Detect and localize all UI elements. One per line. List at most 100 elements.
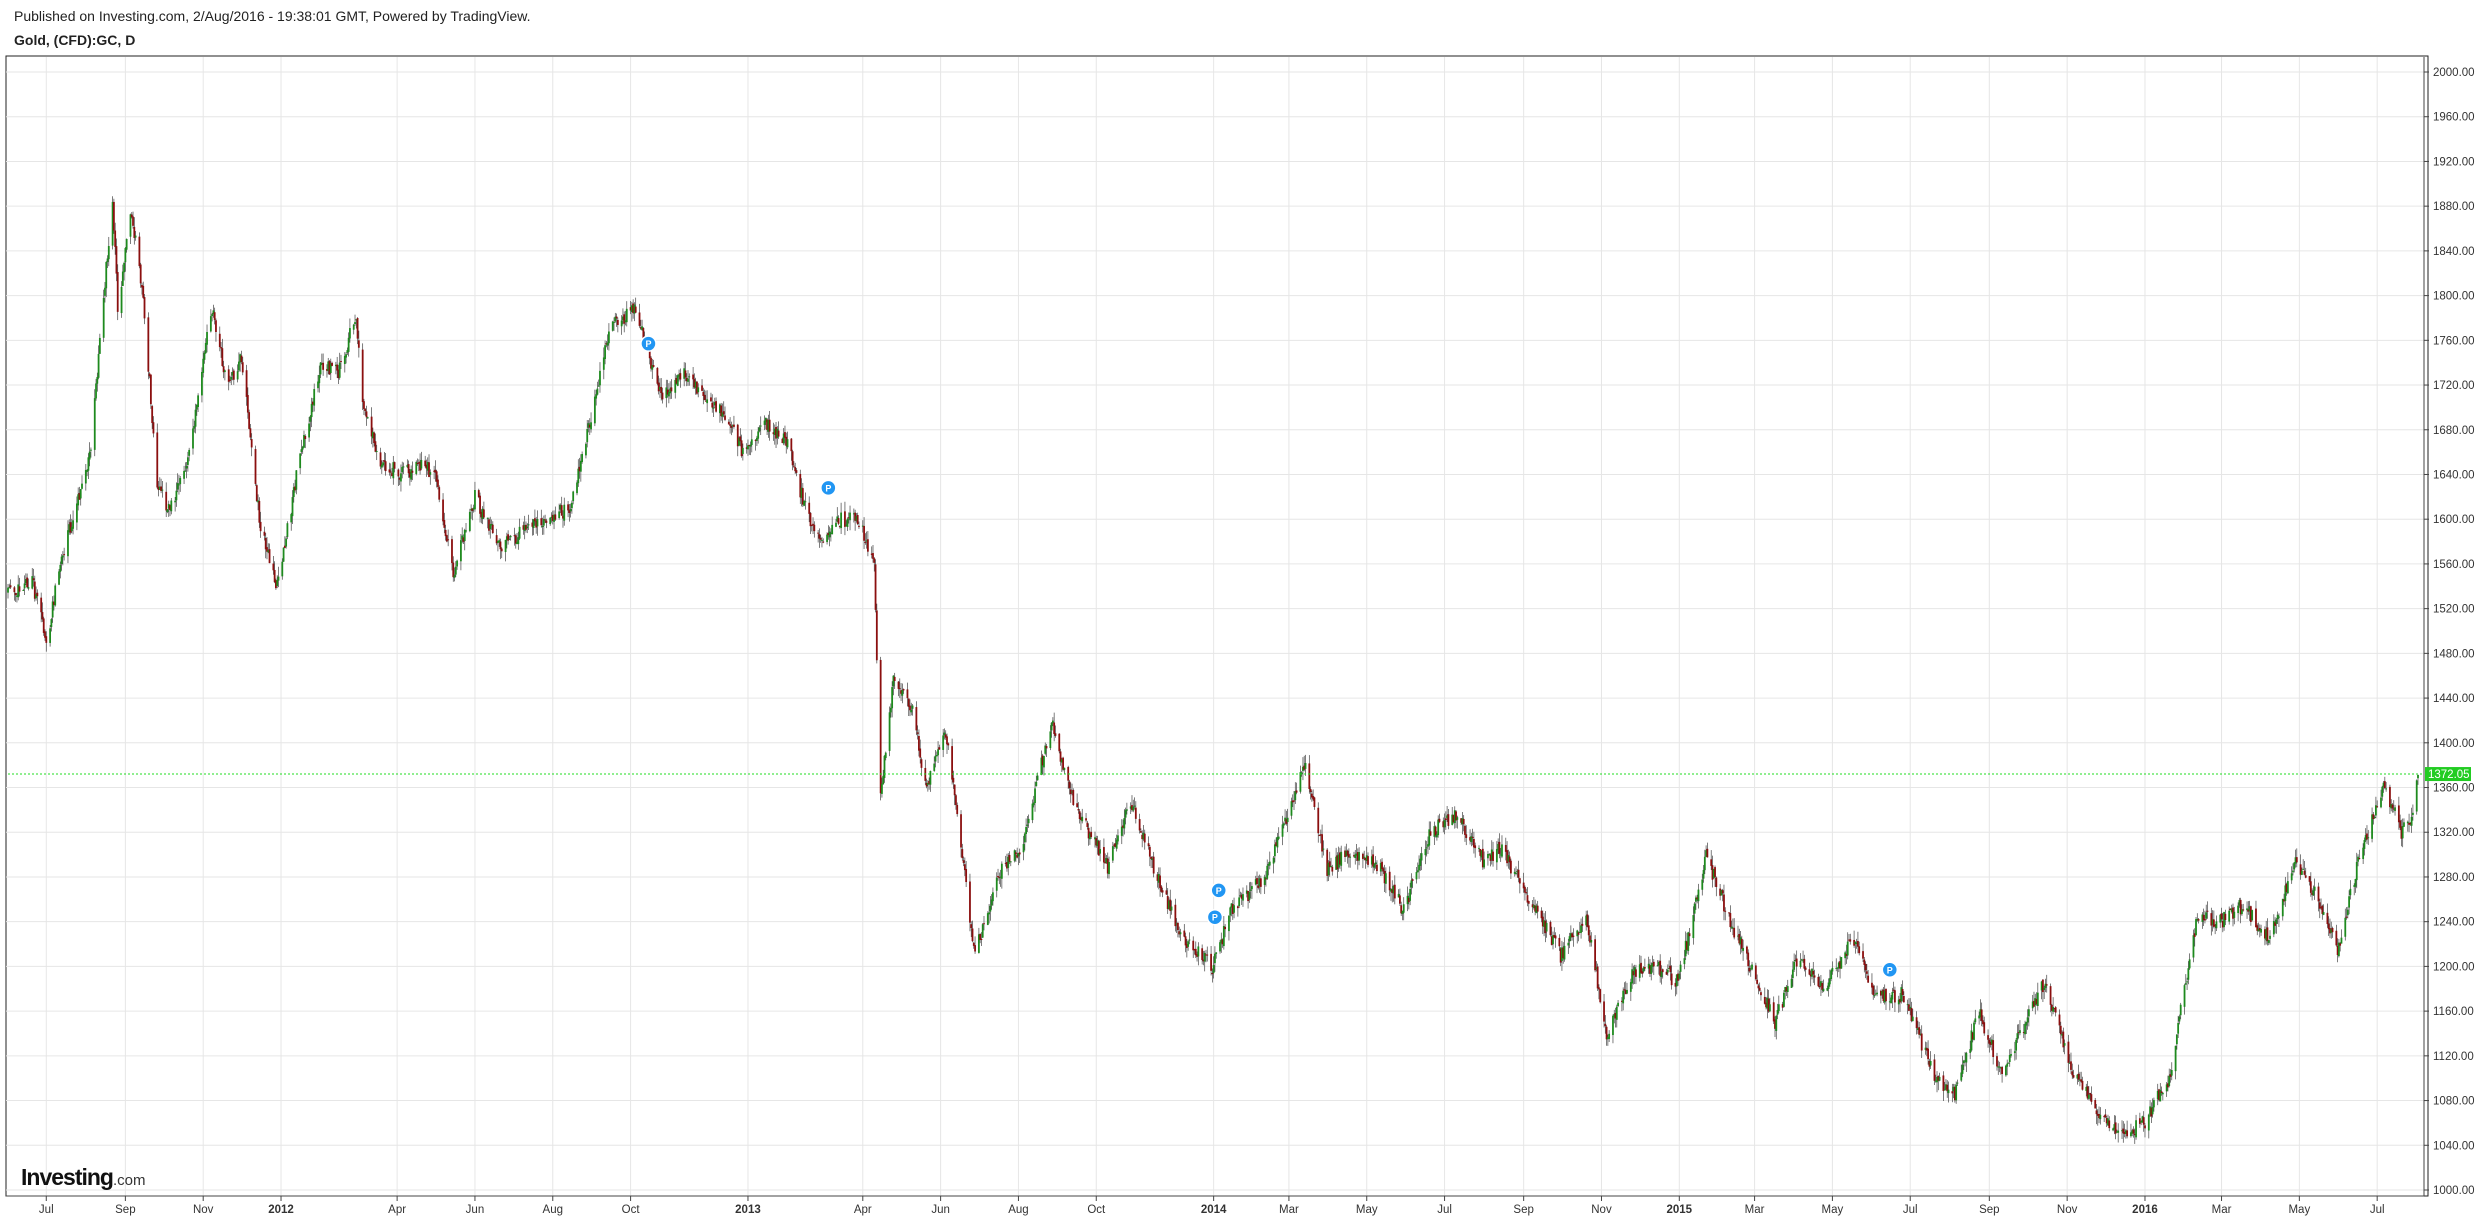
candle-body xyxy=(454,566,457,575)
candle xyxy=(593,389,596,427)
candle-body xyxy=(666,389,669,395)
candle xyxy=(2221,912,2224,933)
candle xyxy=(1795,950,1798,977)
candle xyxy=(354,314,356,326)
candle-body xyxy=(2212,919,2215,927)
candle xyxy=(161,480,164,498)
candle xyxy=(1286,808,1289,833)
candle-body xyxy=(1138,819,1141,831)
candle-body xyxy=(1090,831,1093,838)
candle-body xyxy=(1464,825,1466,835)
candle-body xyxy=(1322,848,1325,850)
candle-body xyxy=(213,312,216,320)
candle-body xyxy=(1165,890,1168,895)
candle-body xyxy=(1586,914,1589,927)
candle xyxy=(257,494,259,511)
candle xyxy=(844,501,846,536)
x-tick-label: Nov xyxy=(2057,1204,2078,1216)
candle xyxy=(236,364,239,383)
candle-body xyxy=(1694,897,1697,902)
candle xyxy=(2294,849,2297,868)
candle xyxy=(295,470,298,495)
candle-body xyxy=(854,512,857,521)
candle xyxy=(1499,847,1502,862)
candle-body xyxy=(2071,1071,2074,1076)
candle xyxy=(170,498,173,515)
candle-body xyxy=(2070,1061,2072,1070)
candle-body xyxy=(1085,818,1087,821)
candle-body xyxy=(2248,906,2251,912)
candle xyxy=(898,678,901,698)
candle xyxy=(258,497,261,528)
candle-body xyxy=(2067,1041,2070,1063)
candle-body xyxy=(1527,901,1530,904)
candle xyxy=(141,282,143,295)
candle xyxy=(701,379,703,392)
candle-body xyxy=(1666,969,1669,973)
candle-body xyxy=(883,755,886,779)
candle-body xyxy=(2381,786,2384,797)
candle xyxy=(317,374,319,393)
candle-body xyxy=(1106,858,1109,874)
candle xyxy=(1170,900,1173,915)
candle xyxy=(928,777,931,790)
candle xyxy=(1974,1009,1977,1025)
candle-body xyxy=(2141,1116,2144,1123)
candle-body xyxy=(981,924,984,938)
candle-body xyxy=(1703,856,1706,871)
candle-body xyxy=(2195,919,2197,936)
candle xyxy=(68,519,71,535)
candle-body xyxy=(1456,817,1459,820)
candle xyxy=(1443,813,1446,835)
candle xyxy=(2063,1039,2066,1055)
candle xyxy=(1758,982,1761,992)
candle xyxy=(495,528,498,546)
candle xyxy=(1258,874,1261,893)
candle xyxy=(1677,969,1679,986)
candle xyxy=(1666,964,1669,976)
candle xyxy=(2385,782,2388,792)
candle xyxy=(1185,938,1188,958)
candle-body xyxy=(1982,1020,1984,1025)
candle-body xyxy=(1266,865,1269,879)
candle xyxy=(1035,775,1038,787)
candle xyxy=(711,394,714,413)
candle xyxy=(794,462,797,475)
candle xyxy=(1987,1029,1989,1048)
candle xyxy=(445,534,448,543)
candle-body xyxy=(1211,972,1214,975)
candle-body xyxy=(229,379,231,382)
candle-body xyxy=(1540,910,1543,919)
candle xyxy=(831,516,834,535)
candle xyxy=(370,407,373,445)
candle xyxy=(666,379,669,398)
candle xyxy=(1295,782,1298,795)
candle-body xyxy=(444,529,447,537)
candle xyxy=(410,465,413,482)
candle-body xyxy=(2266,927,2269,942)
candle xyxy=(1231,899,1234,920)
candle-body xyxy=(1114,843,1117,847)
candle xyxy=(106,255,109,268)
candle-body xyxy=(826,534,828,543)
candle xyxy=(178,475,180,495)
candle-body xyxy=(2008,1055,2011,1063)
candle-body xyxy=(1370,856,1373,865)
candle-body xyxy=(1400,905,1403,914)
candle-body xyxy=(2258,927,2261,931)
candle-body xyxy=(300,449,303,452)
candle xyxy=(1701,873,1704,896)
candle-body xyxy=(1499,854,1502,856)
candle xyxy=(706,390,709,413)
candle xyxy=(657,375,660,395)
candle xyxy=(1447,808,1450,830)
candle-body xyxy=(1826,988,1829,991)
candle-body xyxy=(1702,869,1705,879)
candle xyxy=(785,432,788,454)
candle-body xyxy=(1054,733,1057,736)
candle-body xyxy=(786,439,789,448)
candle xyxy=(1268,851,1271,870)
candle xyxy=(1087,823,1090,846)
candle xyxy=(115,238,118,282)
